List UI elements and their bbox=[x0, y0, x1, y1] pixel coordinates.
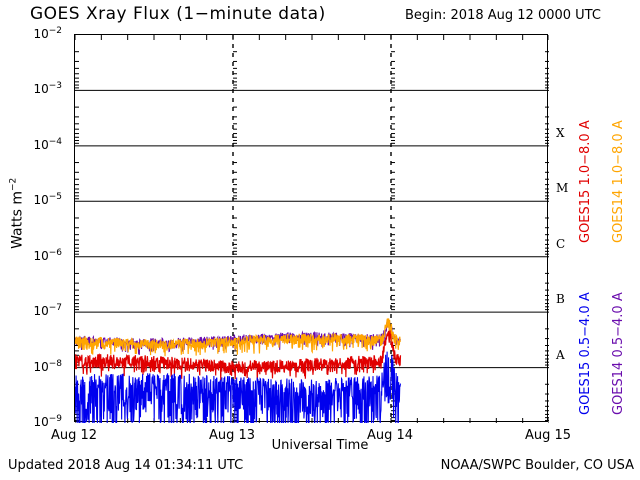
series-goes14-long bbox=[74, 318, 402, 357]
updated-timestamp: Updated 2018 Aug 14 01:34:11 UTC bbox=[8, 458, 244, 473]
x-tick-label: Aug 13 bbox=[208, 428, 256, 443]
y-tick-exponent: −6 bbox=[48, 247, 62, 258]
flare-class-label-c: C bbox=[556, 236, 566, 251]
legend-label-1: GOES14 1.0−8.0 A bbox=[611, 120, 626, 243]
legend-label-2: GOES15 0.5−4.0 A bbox=[578, 292, 593, 415]
y-tick-mantissa: 10 bbox=[33, 304, 49, 319]
y-axis-label: Watts m−2 bbox=[9, 168, 26, 258]
flare-class-label-b: B bbox=[556, 292, 565, 307]
y-tick-label: 10−4 bbox=[16, 137, 62, 152]
y-tick-label: 10−3 bbox=[16, 81, 62, 96]
flare-class-label-m: M bbox=[556, 181, 569, 196]
y-tick-exponent: −7 bbox=[48, 303, 62, 314]
y-tick-label: 10−9 bbox=[16, 414, 62, 429]
y-tick-exponent: −8 bbox=[48, 358, 62, 369]
series-goes15-long bbox=[74, 330, 402, 381]
x-tick-label: Aug 15 bbox=[524, 428, 572, 443]
y-tick-mantissa: 10 bbox=[33, 82, 49, 97]
y-tick-label: 10−6 bbox=[16, 248, 62, 263]
legend-label-3: GOES14 0.5−4.0 A bbox=[611, 292, 626, 415]
x-tick-label: Aug 12 bbox=[50, 428, 98, 443]
chart-svg bbox=[74, 35, 550, 424]
series-goes15-short bbox=[74, 351, 402, 424]
y-tick-exponent: −9 bbox=[48, 414, 62, 424]
chart-title: GOES Xray Flux (1−minute data) bbox=[30, 4, 326, 24]
y-tick-label: 10−8 bbox=[16, 359, 62, 374]
y-tick-mantissa: 10 bbox=[33, 137, 49, 152]
y-tick-mantissa: 10 bbox=[33, 359, 49, 374]
plot-canvas bbox=[74, 35, 550, 424]
y-tick-label: 10−5 bbox=[16, 192, 62, 207]
legend-label-0: GOES15 1.0−8.0 A bbox=[578, 120, 593, 243]
x-tick-label: Aug 14 bbox=[366, 428, 414, 443]
y-tick-exponent: −4 bbox=[48, 136, 62, 147]
y-tick-mantissa: 10 bbox=[33, 415, 49, 429]
flare-class-label-x: X bbox=[556, 125, 565, 140]
y-tick-mantissa: 10 bbox=[33, 27, 49, 41]
y-tick-mantissa: 10 bbox=[33, 193, 49, 208]
begin-time-label: Begin: 2018 Aug 12 0000 UTC bbox=[405, 8, 601, 23]
credit-label: NOAA/SWPC Boulder, CO USA bbox=[440, 458, 634, 473]
y-tick-label: 10−2 bbox=[16, 26, 62, 41]
x-axis-label: Universal Time bbox=[271, 438, 369, 453]
y-tick-label: 10−7 bbox=[16, 303, 62, 318]
y-tick-mantissa: 10 bbox=[33, 248, 49, 263]
plot-area bbox=[74, 34, 550, 424]
y-axis-label-exponent: −2 bbox=[8, 177, 19, 192]
flare-class-label-a: A bbox=[556, 347, 565, 362]
y-tick-exponent: −3 bbox=[48, 81, 62, 92]
y-tick-exponent: −5 bbox=[48, 192, 62, 203]
y-tick-exponent: −2 bbox=[48, 26, 62, 36]
